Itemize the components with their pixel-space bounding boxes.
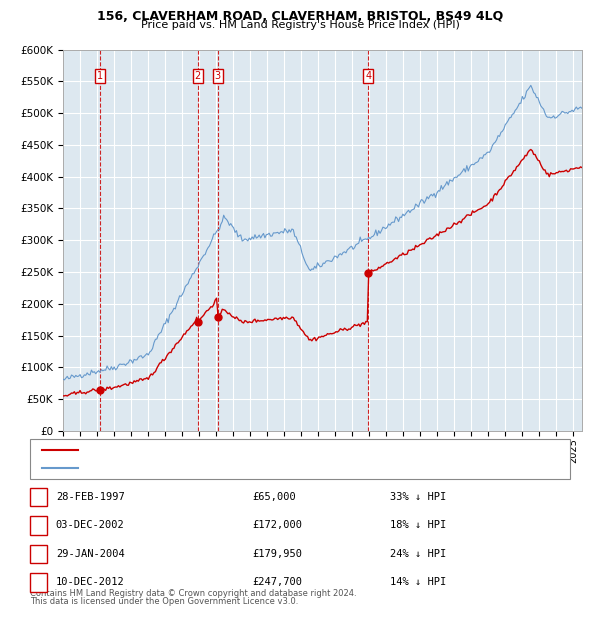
Text: This data is licensed under the Open Government Licence v3.0.: This data is licensed under the Open Gov…: [30, 597, 298, 606]
Text: £172,000: £172,000: [252, 520, 302, 530]
Text: 33% ↓ HPI: 33% ↓ HPI: [390, 492, 446, 502]
Text: Contains HM Land Registry data © Crown copyright and database right 2024.: Contains HM Land Registry data © Crown c…: [30, 589, 356, 598]
Text: 4: 4: [35, 577, 42, 587]
Text: £65,000: £65,000: [252, 492, 296, 502]
Text: 29-JAN-2004: 29-JAN-2004: [56, 549, 125, 559]
Text: 156, CLAVERHAM ROAD, CLAVERHAM, BRISTOL, BS49 4LQ: 156, CLAVERHAM ROAD, CLAVERHAM, BRISTOL,…: [97, 10, 503, 23]
Text: 18% ↓ HPI: 18% ↓ HPI: [390, 520, 446, 530]
Text: 4: 4: [365, 71, 371, 81]
Text: £247,700: £247,700: [252, 577, 302, 587]
Text: 2: 2: [194, 71, 201, 81]
Text: 3: 3: [214, 71, 221, 81]
Text: 1: 1: [97, 71, 103, 81]
Text: 1: 1: [35, 492, 42, 502]
Text: 2: 2: [35, 520, 42, 530]
Text: 28-FEB-1997: 28-FEB-1997: [56, 492, 125, 502]
Text: Price paid vs. HM Land Registry's House Price Index (HPI): Price paid vs. HM Land Registry's House …: [140, 20, 460, 30]
Text: 03-DEC-2002: 03-DEC-2002: [56, 520, 125, 530]
Text: 156, CLAVERHAM ROAD, CLAVERHAM, BRISTOL, BS49 4LQ (detached house): 156, CLAVERHAM ROAD, CLAVERHAM, BRISTOL,…: [84, 445, 458, 455]
Text: 24% ↓ HPI: 24% ↓ HPI: [390, 549, 446, 559]
Text: HPI: Average price, detached house, North Somerset: HPI: Average price, detached house, Nort…: [84, 463, 342, 474]
Text: £179,950: £179,950: [252, 549, 302, 559]
Text: 10-DEC-2012: 10-DEC-2012: [56, 577, 125, 587]
Text: 3: 3: [35, 549, 42, 559]
Text: 14% ↓ HPI: 14% ↓ HPI: [390, 577, 446, 587]
